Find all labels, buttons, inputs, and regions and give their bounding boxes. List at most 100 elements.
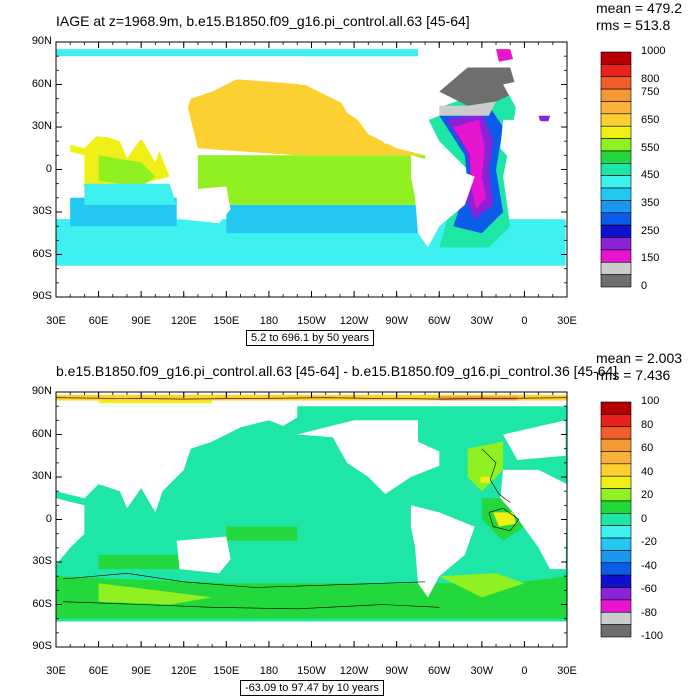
colorbar-label: 0 <box>641 512 648 525</box>
colorbar-label: 800 <box>641 72 660 85</box>
y-tick-label: 90N <box>31 35 52 47</box>
contour-line-4 <box>488 507 520 532</box>
contour-line-1 <box>63 572 426 588</box>
colorbar-swatch <box>600 414 632 428</box>
y-tick-label: 30S <box>32 205 52 217</box>
colorbar-label: 0 <box>641 280 648 292</box>
y-tick-label: 60N <box>31 427 52 440</box>
colorbar-swatch <box>600 237 632 251</box>
colorbar-swatch <box>600 51 632 65</box>
greenland-nordic <box>439 67 518 106</box>
chart-stats-bottom: mean = 2.003 rms = 7.436 <box>596 350 682 384</box>
colorbar-swatch <box>600 187 632 201</box>
x-tick-label: 150E <box>213 665 240 677</box>
y-tick-label: 90S <box>32 290 52 302</box>
contour-line-3 <box>481 448 511 503</box>
diff-so-patch-2 <box>439 573 525 598</box>
colorbar-swatch <box>600 537 632 551</box>
range-label-top: 5.2 to 696.1 by 50 years <box>246 330 375 346</box>
colorbar-swatch <box>600 550 632 564</box>
rms-label-bottom: rms = 7.436 <box>596 367 671 383</box>
colorbar-swatch <box>600 113 632 127</box>
colorbar-swatch <box>600 624 632 638</box>
land-south-america <box>410 505 475 598</box>
colorbar-swatch <box>600 488 632 502</box>
diff-arctic-strip-2 <box>98 400 213 404</box>
colorbar-label: 650 <box>641 114 660 127</box>
x-tick-label: 90E <box>131 665 151 677</box>
colorbar-swatch <box>600 475 632 489</box>
rms-label-top: rms = 513.8 <box>596 17 671 33</box>
y-tick-label: 60S <box>32 247 52 260</box>
y-tick-label: 30S <box>32 555 52 567</box>
colorbar-label: 20 <box>641 489 654 501</box>
chart-title-bottom: b.e15.B1850.f09_g16.pi_control.all.63 [4… <box>56 363 618 379</box>
atlantic-core <box>453 119 487 210</box>
x-tick-label: 30W <box>470 315 494 327</box>
x-tick-label: 150E <box>213 315 240 327</box>
land-south-america <box>410 155 475 248</box>
south-pacific-deep <box>226 204 426 234</box>
colorbar-swatch <box>600 88 632 102</box>
chart-plot-bottom <box>55 391 632 648</box>
arctic-strip <box>56 49 418 57</box>
chart-stats-top: mean = 479.2 rms = 513.8 <box>596 0 682 34</box>
colorbar-swatch <box>600 261 632 275</box>
diff-so-patch-1 <box>98 583 213 605</box>
x-tick-label: 30E <box>557 665 577 677</box>
land-africa-east <box>56 148 85 215</box>
colorbar-swatch <box>600 426 632 440</box>
y-tick-label: 90N <box>31 385 52 397</box>
x-tick-label: 0 <box>521 665 528 677</box>
mean-label-bottom: mean = 2.003 <box>596 350 683 366</box>
land-europe <box>503 70 566 110</box>
contour-line-5 <box>55 397 568 400</box>
colorbar-label: -100 <box>641 630 664 642</box>
indian-equatorial <box>98 155 156 187</box>
colorbar-swatch <box>600 574 632 588</box>
x-tick-label: 60E <box>88 665 109 677</box>
colorbar-swatch <box>600 587 632 601</box>
colorbar-label: -40 <box>641 559 657 572</box>
x-tick-label: 90E <box>131 315 151 327</box>
colorbar-label: 550 <box>641 141 660 154</box>
x-tick-label: 0 <box>521 315 528 327</box>
y-tick-label: 60N <box>31 77 52 90</box>
colorbar-swatch <box>600 401 632 415</box>
colorbar-label: -20 <box>641 536 657 548</box>
y-tick-label: 30N <box>31 120 52 132</box>
x-tick-label: 30E <box>46 315 66 327</box>
colorbar-swatch <box>600 125 632 139</box>
colorbar-label: 1000 <box>641 45 666 57</box>
colorbar-swatch <box>600 138 632 152</box>
colorbar-swatch <box>600 200 632 214</box>
colorbar-label: -60 <box>641 583 657 595</box>
land-north-america <box>297 420 440 494</box>
land-eurasia <box>56 406 298 513</box>
land-eurasia <box>56 56 298 163</box>
colorbar-swatch <box>600 525 632 539</box>
colorbar-label: 750 <box>641 86 660 99</box>
chart-plot-top <box>55 41 632 298</box>
diff-atl-north-core <box>480 477 491 483</box>
colorbar-label: 80 <box>641 418 654 431</box>
x-tick-label: 180 <box>259 665 279 677</box>
x-tick-label: 60W <box>427 315 451 327</box>
x-tick-label: 90W <box>385 665 408 677</box>
colorbar-label: 250 <box>641 224 660 237</box>
land-antarctica <box>56 621 567 647</box>
x-tick-label: 180 <box>259 315 279 327</box>
colorbar-swatch <box>600 274 632 288</box>
x-tick-label: 120E <box>170 665 197 677</box>
colorbar-swatch <box>600 611 632 625</box>
colorbar-swatch <box>600 500 632 514</box>
med-patch <box>538 115 550 122</box>
land-africa-west <box>500 119 567 220</box>
labrador-gray <box>432 101 496 116</box>
colorbar-swatch <box>600 64 632 78</box>
colorbar-swatch <box>600 249 632 263</box>
colorbar-label: 350 <box>641 197 660 210</box>
colorbar-swatch <box>600 224 632 238</box>
colorbar-swatch <box>600 150 632 164</box>
chart-panel-bottom: b.e15.B1850.f09_g16.pi_control.all.63 [4… <box>0 350 700 700</box>
